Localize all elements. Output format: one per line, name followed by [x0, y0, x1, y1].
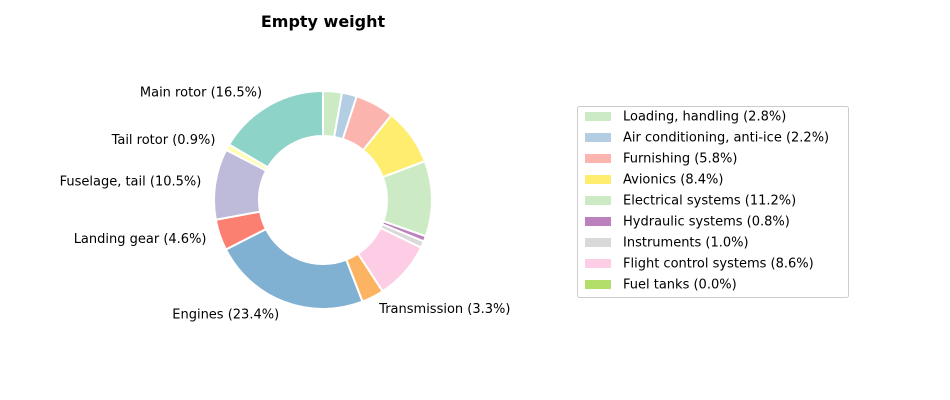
legend-swatch-flight-control-systems [585, 259, 611, 268]
legend-label-flight-control-systems: Flight control systems (8.6%) [623, 257, 814, 272]
legend-swatch-loading-handling [585, 112, 611, 121]
legend-label-loading-handling: Loading, handling (2.8%) [623, 110, 786, 125]
legend-swatch-fuel-tanks [585, 280, 611, 289]
legend-label-electrical-systems: Electrical systems (11.2%) [623, 194, 796, 209]
legend-label-avionics: Avionics (8.4%) [623, 173, 723, 188]
legend-label-air-conditioning-anti-ice: Air conditioning, anti-ice (2.2%) [623, 131, 829, 146]
legend-label-hydraulic-systems: Hydraulic systems (0.8%) [623, 215, 790, 230]
legend-swatch-instruments [585, 238, 611, 247]
slice-engines [224, 227, 364, 310]
chart-title: Empty weight [261, 12, 386, 31]
slice-label-landing-gear: Landing gear (4.6%) [74, 232, 207, 247]
slice-label-tail-rotor: Tail rotor (0.9%) [111, 133, 216, 148]
slice-main-rotor [227, 89, 324, 169]
slice-label-transmission: Transmission (3.3%) [378, 302, 510, 317]
legend-label-furnishing: Furnishing (5.8%) [623, 152, 737, 167]
legend-swatch-electrical-systems [585, 196, 611, 205]
legend-swatch-hydraulic-systems [585, 217, 611, 226]
legend-frame [577, 106, 849, 298]
slice-label-main-rotor: Main rotor (16.5%) [140, 86, 262, 101]
legend-swatch-air-conditioning-anti-ice [585, 133, 611, 142]
slice-labels: Transmission (3.3%) Engines (23.4%) Landin… [60, 86, 511, 323]
slice-label-fuselage-tail: Fuselage, tail (10.5%) [60, 174, 202, 189]
slice-label-engines: Engines (23.4%) [172, 307, 279, 322]
legend-label-instruments: Instruments (1.0%) [623, 236, 749, 251]
legend: Loading, handling (2.8%) Air conditioning… [577, 106, 849, 298]
donut-slices [213, 89, 433, 310]
legend-items: Loading, handling (2.8%) Air conditioning… [585, 110, 829, 293]
legend-swatch-furnishing [585, 154, 611, 163]
legend-swatch-avionics [585, 175, 611, 184]
legend-label-fuel-tanks: Fuel tanks (0.0%) [623, 278, 737, 293]
